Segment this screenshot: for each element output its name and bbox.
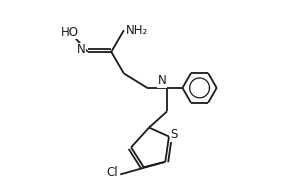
Text: S: S: [171, 128, 178, 141]
Text: HO: HO: [61, 25, 79, 39]
Text: Cl: Cl: [107, 166, 118, 179]
Text: N: N: [157, 74, 166, 87]
Text: NH₂: NH₂: [126, 24, 148, 37]
Text: N: N: [76, 43, 85, 56]
